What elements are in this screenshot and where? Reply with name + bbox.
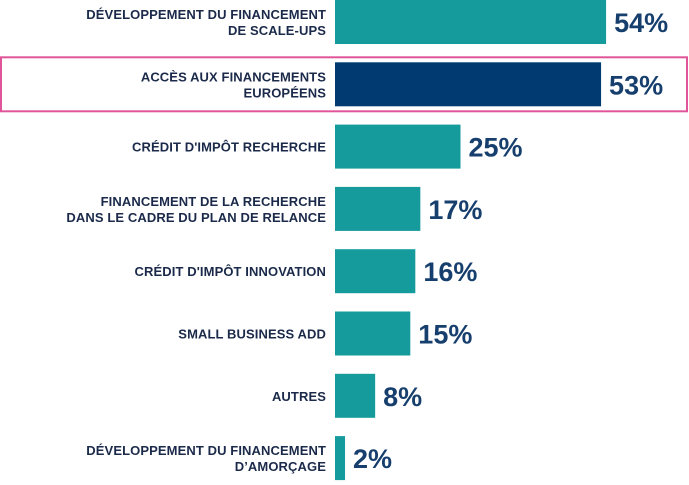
category-label: CRÉDIT D'IMPÔT RECHERCHE xyxy=(132,140,326,155)
value-label: 17% xyxy=(428,195,482,225)
value-label: 25% xyxy=(469,133,523,163)
bar xyxy=(335,0,607,44)
category-label: DÉVELOPPEMENT DU FINANCEMENT D’AMORÇAGE xyxy=(86,443,326,474)
bar xyxy=(335,249,416,294)
category-label: DÉVELOPPEMENT DU FINANCEMENT DE SCALE-UPS xyxy=(86,7,326,38)
category-label-line: SMALL BUSINESS ADD xyxy=(178,327,326,342)
value-label: 54% xyxy=(614,8,668,38)
category-label-line: DÉVELOPPEMENT DU FINANCEMENT xyxy=(86,7,326,22)
bar xyxy=(335,62,602,107)
category-label-line: DÉVELOPPEMENT DU FINANCEMENT xyxy=(86,443,326,458)
category-label: FINANCEMENT DE LA RECHERCHE DANS LE CADRE… xyxy=(66,194,326,225)
value-label: 15% xyxy=(418,320,472,350)
category-label-line: EUROPÉENS xyxy=(243,85,326,100)
bar xyxy=(335,124,461,169)
bar xyxy=(335,436,346,481)
bar xyxy=(335,311,411,356)
category-label: ACCÈS AUX FINANCEMENTS EUROPÉENS xyxy=(141,69,326,100)
value-label: 2% xyxy=(353,444,392,474)
value-label: 53% xyxy=(609,70,663,100)
category-label-line: CRÉDIT D'IMPÔT RECHERCHE xyxy=(132,140,326,155)
category-label: CRÉDIT D'IMPÔT INNOVATION xyxy=(135,264,326,279)
category-label: SMALL BUSINESS ADD xyxy=(178,327,326,342)
category-label-line: ACCÈS AUX FINANCEMENTS xyxy=(141,69,326,84)
category-label-line: DANS LE CADRE DU PLAN DE RELANCE xyxy=(66,210,326,225)
category-label-line: CRÉDIT D'IMPÔT INNOVATION xyxy=(135,264,326,279)
category-label: AUTRES xyxy=(272,389,326,404)
bar xyxy=(335,373,376,418)
category-label-line: FINANCEMENT DE LA RECHERCHE xyxy=(101,194,327,209)
highlight-frame xyxy=(0,56,688,113)
category-label-line: AUTRES xyxy=(272,389,326,404)
category-label-line: DE SCALE-UPS xyxy=(228,23,326,38)
value-label: 8% xyxy=(383,382,422,412)
category-label-line: D’AMORÇAGE xyxy=(235,459,327,474)
bar xyxy=(335,186,421,231)
value-label: 16% xyxy=(423,257,477,287)
